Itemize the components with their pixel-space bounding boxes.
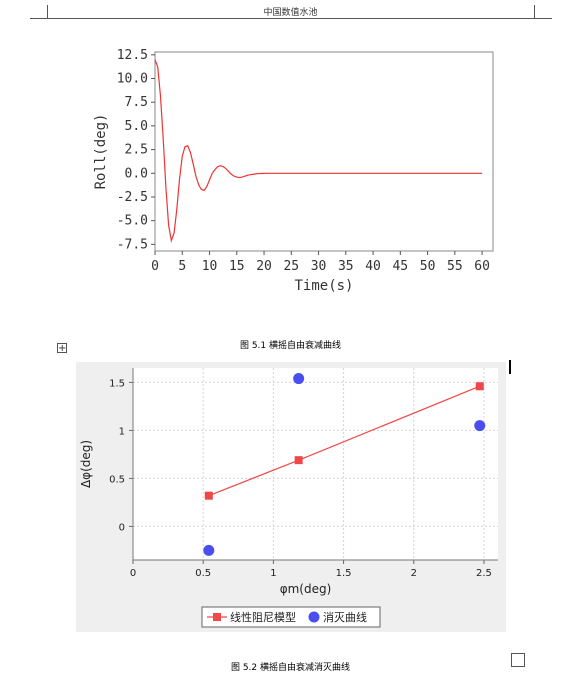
y-tick-label: 0.5 <box>109 474 125 485</box>
figure-caption-1: 图 5.1 横摇自由衰减曲线 <box>239 341 342 351</box>
x-tick-label: 45 <box>392 259 408 274</box>
roll-series-line <box>154 59 483 243</box>
legend-box <box>201 606 381 628</box>
linear-model-point <box>204 491 213 500</box>
extinction-curve-chart: 0 0.5 1 1.5 2 2.5 1.5 1 0.5 0 φm(deg) Δφ(deg) 线性阻尼模型… <box>76 362 506 632</box>
x-tick-label: 1 <box>270 568 276 579</box>
x-tick-label: 0 <box>130 568 136 579</box>
y-tick-label: 12.5 <box>117 48 148 63</box>
x-tick-label: 60 <box>474 259 490 274</box>
x-tick-label: 40 <box>365 259 381 274</box>
x-axis-label: Time(s) <box>294 278 353 294</box>
y-tick-label: 1 <box>119 426 125 437</box>
y-tick-label: 7.5 <box>125 95 148 110</box>
chart-legend: 线性阻尼模型 消灭曲线 <box>201 606 381 628</box>
x-axis-label: φm(deg) <box>280 582 332 596</box>
extinction-curve-point <box>293 373 305 385</box>
y-tick-label: 1.5 <box>109 378 125 389</box>
y-axis-label: Δφ(deg) <box>79 440 93 488</box>
y-tick-label: 5.0 <box>125 119 148 134</box>
x-tick-label: 0 <box>151 259 159 274</box>
x-tick-label: 1.5 <box>336 568 352 579</box>
y-axis-label: Roll(deg) <box>93 114 109 190</box>
x-tick-label: 35 <box>338 259 354 274</box>
legend-label-linear-model: 线性阻尼模型 <box>230 610 296 624</box>
x-tick-label: 25 <box>283 259 299 274</box>
y-tick-label: 0 <box>119 522 125 533</box>
header-rule <box>47 18 535 19</box>
x-tick-label: 10 <box>202 259 218 274</box>
roll-decay-chart: 12.5 10.0 7.5 5.0 2.5 0.0 -2.5 -5.0 -7.50 5 10 15 20… <box>93 48 494 294</box>
x-tick-label: 0.5 <box>195 568 211 579</box>
y-tick-label: 2.5 <box>125 143 148 158</box>
legend-label-extinction-curve: 消灭曲线 <box>323 610 367 624</box>
legend-swatch-square <box>213 613 221 621</box>
margin-mark-left <box>30 18 47 19</box>
plot-area <box>133 368 498 560</box>
plot-frame <box>154 51 494 252</box>
extinction-curve-point <box>474 420 486 432</box>
page-header-title: 中国数值水池 <box>263 8 318 18</box>
legend-swatch-circle <box>308 611 320 623</box>
x-tick-label: 30 <box>311 259 327 274</box>
x-tick-label: 5 <box>178 259 186 274</box>
extinction-curve-point <box>203 544 215 556</box>
x-tick-label: 2 <box>411 568 417 579</box>
figure-caption-2: 图 5.2 横摇自由衰减消灭曲线 <box>230 663 351 673</box>
x-tick-label: 15 <box>229 259 245 274</box>
x-tick-label: 20 <box>256 259 272 274</box>
x-tick-label: 2.5 <box>476 568 492 579</box>
text-cursor <box>509 360 511 374</box>
y-tick-label: 0.0 <box>125 166 148 181</box>
y-tick-label: -7.5 <box>117 237 148 252</box>
page-corner-box <box>511 653 525 667</box>
header-corner-right <box>534 5 535 18</box>
linear-model-point <box>294 456 303 465</box>
y-tick-label: 10.0 <box>117 72 148 87</box>
x-tick-label: 50 <box>420 259 436 274</box>
linear-model-point <box>475 382 484 391</box>
table-move-handle-icon[interactable]: + <box>57 343 67 354</box>
y-tick-label: -5.0 <box>117 214 148 229</box>
x-tick-label: 55 <box>447 259 463 274</box>
header-corner-left <box>47 5 48 18</box>
margin-mark-right <box>535 18 552 19</box>
y-tick-label: -2.5 <box>117 190 148 205</box>
